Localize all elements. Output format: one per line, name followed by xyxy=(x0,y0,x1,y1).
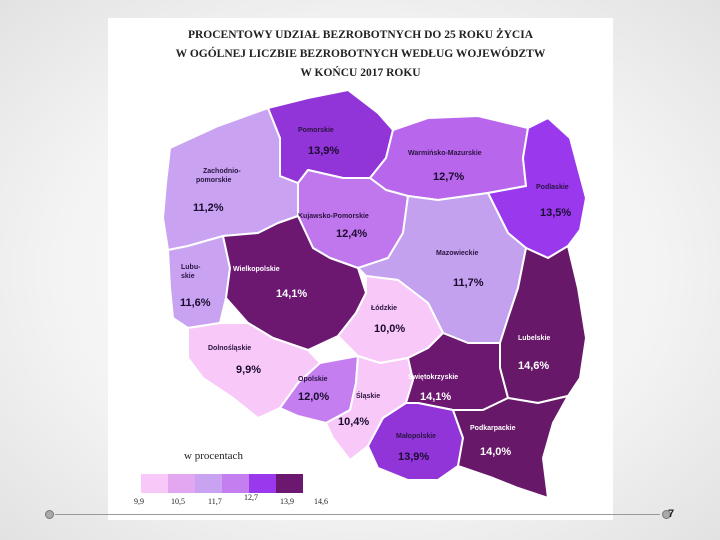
legend-title: w procentach xyxy=(184,450,243,462)
legend-tick-2: 10,5 xyxy=(171,497,185,506)
region-name-lodzkie: Łódzkie xyxy=(371,305,397,312)
region-dolnoslaskie: Dolnośląskie 9,9% xyxy=(187,322,321,419)
region-name-opolskie: Opolskie xyxy=(298,376,328,383)
region-value-malopolskie: 13,9% xyxy=(398,451,429,463)
region-lubuskie-shape xyxy=(167,235,231,329)
region-value-slaskie: 10,4% xyxy=(338,416,369,428)
footer-right-bullet xyxy=(662,510,671,519)
region-name-podkarpackie: Podkarpackie xyxy=(470,425,516,432)
legend-swatch-3 xyxy=(195,474,222,493)
title-line-1: PROCENTOWY UDZIAŁ BEZROBOTNYCH DO 25 ROK… xyxy=(187,29,534,41)
map-figure: PROCENTOWY UDZIAŁ BEZROBOTNYCH DO 25 ROK… xyxy=(108,18,613,520)
region-podkarpackie-shape xyxy=(452,395,569,499)
legend-tick-5: 13,9 xyxy=(280,497,294,506)
region-name-podlaskie: Podlaskie xyxy=(536,184,569,191)
legend-swatch-6 xyxy=(276,474,303,493)
region-malopolskie: Małopolskie 13,9% xyxy=(367,402,464,481)
legend-color-scale xyxy=(141,474,303,493)
region-name-dolnoslaskie: Dolnośląskie xyxy=(208,345,251,352)
region-name-malopolskie: Małopolskie xyxy=(396,433,436,440)
title-line-3: W KOŃCU 2017 ROKU xyxy=(300,67,421,79)
region-value-lubuskie: 11,6% xyxy=(180,297,211,309)
region-value-lodzkie: 10,0% xyxy=(374,323,405,335)
region-value-mazowieckie: 11,7% xyxy=(453,277,484,289)
region-name-zachodniopomorskie-2: pomorskie xyxy=(196,177,232,184)
region-name-pomorskie: Pomorskie xyxy=(298,127,334,134)
region-kujawsko-pomorskie: Kujawsko-Pomorskie 12,4% xyxy=(297,169,409,269)
region-name-zachodniopomorskie-1: Zachodnio- xyxy=(203,168,241,175)
region-name-wielkopolskie: Wielkopolskie xyxy=(233,266,280,273)
legend-tick-4: 12,7 xyxy=(244,493,258,502)
legend-swatch-1 xyxy=(141,474,168,493)
region-value-lubelskie: 14,6% xyxy=(518,360,549,372)
legend-swatch-4 xyxy=(222,474,249,493)
legend-tick-6: 14,6 xyxy=(314,497,328,506)
region-value-dolnoslaskie: 9,9% xyxy=(236,364,261,376)
region-pomorskie-shape xyxy=(267,89,394,184)
legend-tick-1: 9,9 xyxy=(134,497,144,506)
region-pomorskie: Pomorskie 13,9% xyxy=(267,89,394,184)
region-warminsko-mazurskie-shape xyxy=(369,115,529,201)
region-name-lubelskie: Lubelskie xyxy=(518,335,550,342)
page-number: 7 xyxy=(668,508,675,520)
region-value-podlaskie: 13,5% xyxy=(540,207,571,219)
title-line-2: W OGÓLNEJ LICZBIE BEZROBOTNYCH WEDŁUG WO… xyxy=(175,48,546,60)
region-mazowieckie: Mazowieckie 11,7% xyxy=(357,192,527,344)
region-value-zachodniopomorskie: 11,2% xyxy=(193,202,224,214)
region-value-swietokrzyskie: 14,1% xyxy=(420,391,451,403)
region-swietokrzyskie: Świętokrzyskie 14,1% xyxy=(405,332,509,411)
region-value-podkarpackie: 14,0% xyxy=(480,446,511,458)
region-lubuskie: Lubu- skie 11,6% xyxy=(167,235,231,329)
region-name-mazowieckie: Mazowieckie xyxy=(436,250,479,257)
legend-swatch-5 xyxy=(249,474,276,493)
region-name-slaskie: Śląskie xyxy=(356,391,380,400)
region-value-pomorskie: 13,9% xyxy=(308,145,339,157)
region-wielkopolskie: Wielkopolskie 14,1% xyxy=(222,215,367,351)
region-value-warminsko-mazurskie: 12,7% xyxy=(433,171,464,183)
footer-left-bullet xyxy=(45,510,54,519)
legend-swatch-2 xyxy=(168,474,195,493)
region-warminsko-mazurskie: Warmińsko-Mazurskie 12,7% xyxy=(369,115,529,201)
region-name-lubuskie-2: skie xyxy=(181,273,195,280)
region-value-kujawsko-pomorskie: 12,4% xyxy=(336,228,367,240)
region-name-lubuskie-1: Lubu- xyxy=(181,264,201,271)
footer-divider-line xyxy=(55,514,660,515)
region-name-swietokrzyskie: Świętokrzyskie xyxy=(408,372,458,381)
legend-tick-labels: 9,9 10,5 11,7 12,7 13,9 14,6 xyxy=(128,493,358,511)
region-podkarpackie: Podkarpackie 14,0% xyxy=(452,395,569,499)
region-value-wielkopolskie: 14,1% xyxy=(276,288,307,300)
legend-tick-3: 11,7 xyxy=(208,497,222,506)
region-name-warminsko-mazurskie: Warmińsko-Mazurskie xyxy=(408,150,482,157)
poland-voivodeship-map: Zachodnio- pomorskie 11,2% Pomorskie 13,… xyxy=(162,89,587,499)
map-title: PROCENTOWY UDZIAŁ BEZROBOTNYCH DO 25 ROK… xyxy=(108,26,613,83)
region-value-opolskie: 12,0% xyxy=(298,391,329,403)
region-name-kujawsko-pomorskie: Kujawsko-Pomorskie xyxy=(298,213,369,220)
